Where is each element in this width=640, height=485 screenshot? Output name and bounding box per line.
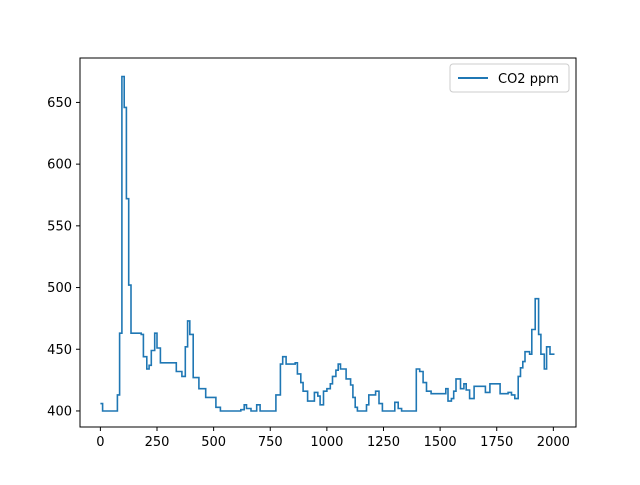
x-tick-label: 2000 bbox=[537, 435, 570, 450]
y-tick-label: 450 bbox=[47, 343, 72, 358]
y-tick-label: 650 bbox=[47, 96, 72, 111]
x-tick-label: 250 bbox=[145, 435, 170, 450]
x-tick-label: 0 bbox=[96, 435, 104, 450]
x-tick-label: 500 bbox=[201, 435, 226, 450]
x-axis-ticks: 0 250 500 750 1000 1250 1500 1750 2000 bbox=[96, 427, 570, 450]
y-tick-label: 400 bbox=[47, 404, 72, 419]
legend-label: CO2 ppm bbox=[498, 72, 559, 87]
x-tick-label: 1000 bbox=[310, 435, 343, 450]
x-tick-label: 750 bbox=[258, 435, 283, 450]
x-tick-label: 1250 bbox=[367, 435, 400, 450]
y-axis-ticks: 400 450 500 550 600 650 bbox=[47, 96, 80, 419]
legend: CO2 ppm bbox=[449, 63, 570, 93]
series-line-0 bbox=[100, 75, 555, 412]
y-tick-label: 500 bbox=[47, 281, 72, 296]
y-tick-label: 550 bbox=[47, 219, 72, 234]
y-tick-label: 600 bbox=[47, 158, 72, 173]
legend-box bbox=[449, 63, 570, 93]
x-tick-label: 1750 bbox=[480, 435, 513, 450]
axes-frame bbox=[79, 57, 577, 428]
x-tick-label: 1500 bbox=[424, 435, 457, 450]
plot-area bbox=[100, 75, 555, 412]
